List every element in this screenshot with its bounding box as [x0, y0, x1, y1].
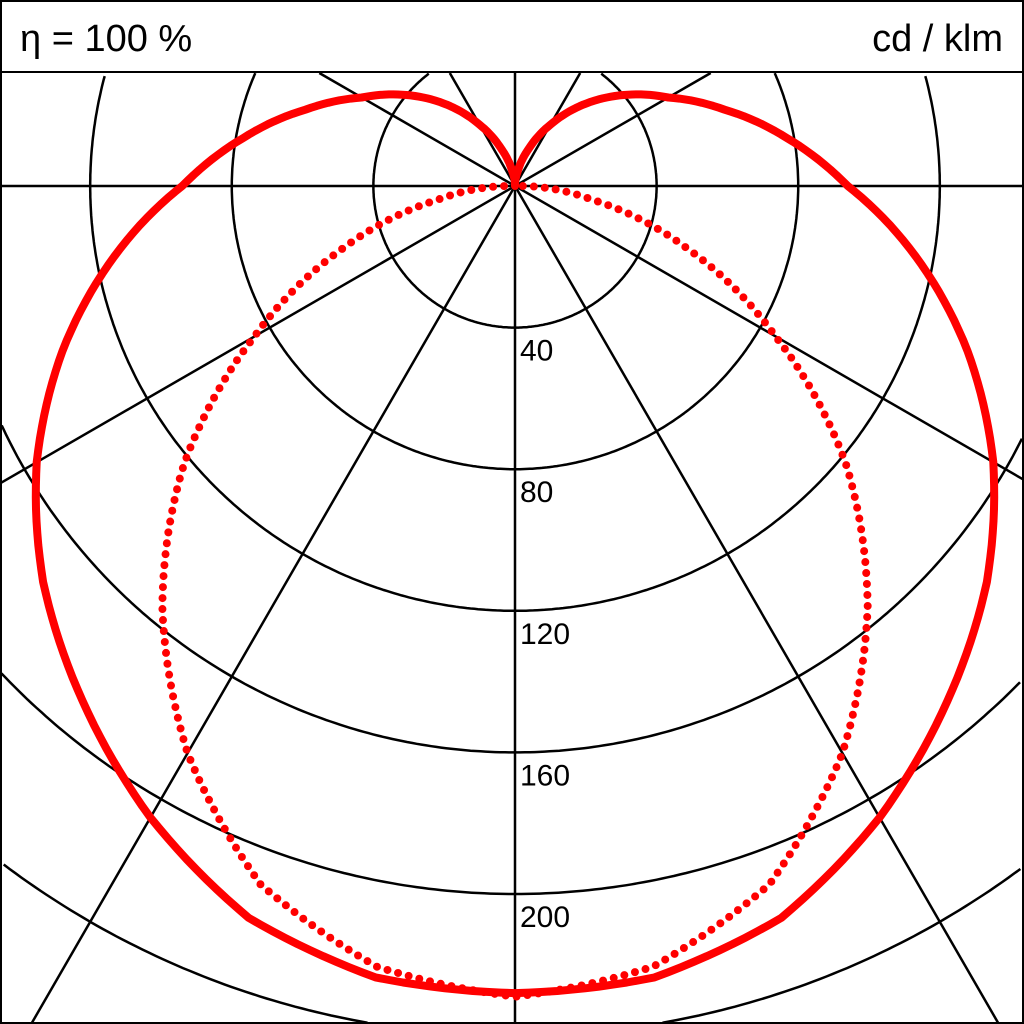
grid-ring — [0, 424, 515, 754]
unit-label: cd / klm — [872, 18, 1003, 60]
grid-ring — [2, 863, 368, 1024]
radial-tick-labels: 40 80 120 160 200 — [520, 335, 570, 934]
polar-grid — [0, 71, 1024, 1024]
grid-ring — [88, 75, 515, 613]
grid-ring — [230, 72, 515, 471]
radial-tick-label: 80 — [520, 476, 553, 509]
radial-tick-label: 120 — [520, 618, 570, 651]
grid-radial-line — [448, 72, 1000, 1024]
efficiency-label: η = 100 % — [20, 18, 192, 60]
radial-tick-label: 160 — [520, 759, 570, 792]
radial-tick-label: 40 — [520, 335, 553, 368]
grid-radial-line — [318, 71, 1024, 481]
radial-tick-label: 200 — [520, 901, 570, 934]
grid-ring — [515, 75, 942, 613]
grid-ring — [515, 681, 1021, 896]
grid-radial-line — [0, 71, 712, 484]
series-dotted-curve — [158, 181, 872, 1001]
grid-ring — [515, 72, 658, 329]
curves — [31, 90, 999, 1001]
grid-ring — [515, 72, 800, 471]
header-box — [0, 0, 1024, 73]
grid-radial-line — [30, 72, 582, 1024]
grid-ring — [515, 438, 1024, 754]
grid-ring — [0, 672, 515, 896]
grid-ring — [372, 72, 515, 329]
grid-ring — [662, 867, 1022, 1024]
